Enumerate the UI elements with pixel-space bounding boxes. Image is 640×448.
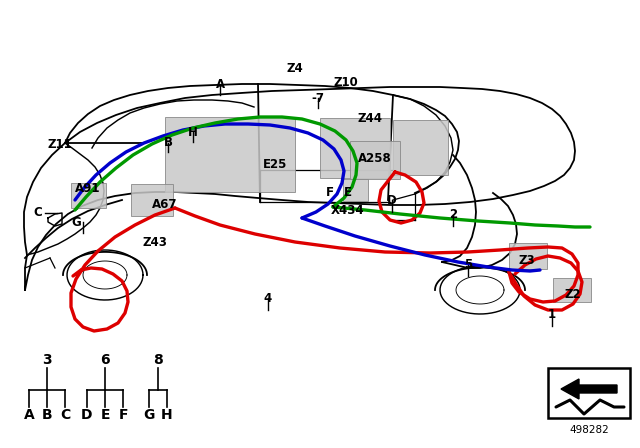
Text: Z4: Z4 [287,61,303,74]
Text: 498282: 498282 [569,425,609,435]
Text: A91: A91 [76,181,100,194]
FancyBboxPatch shape [320,118,390,178]
Text: Z43: Z43 [143,236,168,249]
Text: H: H [161,408,173,422]
Text: Z2: Z2 [564,289,581,302]
Text: 3: 3 [42,353,52,367]
Text: A258: A258 [358,151,392,164]
Text: D: D [387,194,397,207]
Text: Z3: Z3 [518,254,535,267]
Text: 2: 2 [449,208,457,221]
Text: A: A [216,78,225,91]
Text: C: C [60,408,70,422]
Text: 8: 8 [153,353,163,367]
Text: 5: 5 [464,258,472,271]
FancyBboxPatch shape [342,179,367,201]
Text: E: E [100,408,109,422]
Text: B: B [42,408,52,422]
Text: G: G [71,215,81,228]
Text: A67: A67 [152,198,178,211]
Text: E: E [344,186,352,199]
Text: X434: X434 [331,203,365,216]
FancyBboxPatch shape [553,278,591,302]
Text: Z10: Z10 [333,76,358,89]
Text: 6: 6 [100,353,110,367]
Polygon shape [561,379,617,399]
Text: H: H [188,125,198,138]
FancyBboxPatch shape [131,184,173,216]
Text: B: B [163,137,173,150]
Text: 4: 4 [264,292,272,305]
Text: E25: E25 [263,159,287,172]
Bar [548,368,630,418]
FancyBboxPatch shape [509,243,547,269]
Text: Z44: Z44 [358,112,383,125]
Text: G: G [143,408,155,422]
FancyBboxPatch shape [350,141,400,179]
FancyBboxPatch shape [70,184,106,208]
Text: 1: 1 [548,309,556,322]
Text: F: F [118,408,128,422]
Text: Z11: Z11 [47,138,72,151]
Text: D: D [81,408,93,422]
FancyBboxPatch shape [165,117,295,193]
Text: C: C [34,207,42,220]
Text: -7: -7 [312,91,324,104]
Text: A: A [24,408,35,422]
FancyBboxPatch shape [392,121,447,176]
Text: F: F [326,186,334,199]
